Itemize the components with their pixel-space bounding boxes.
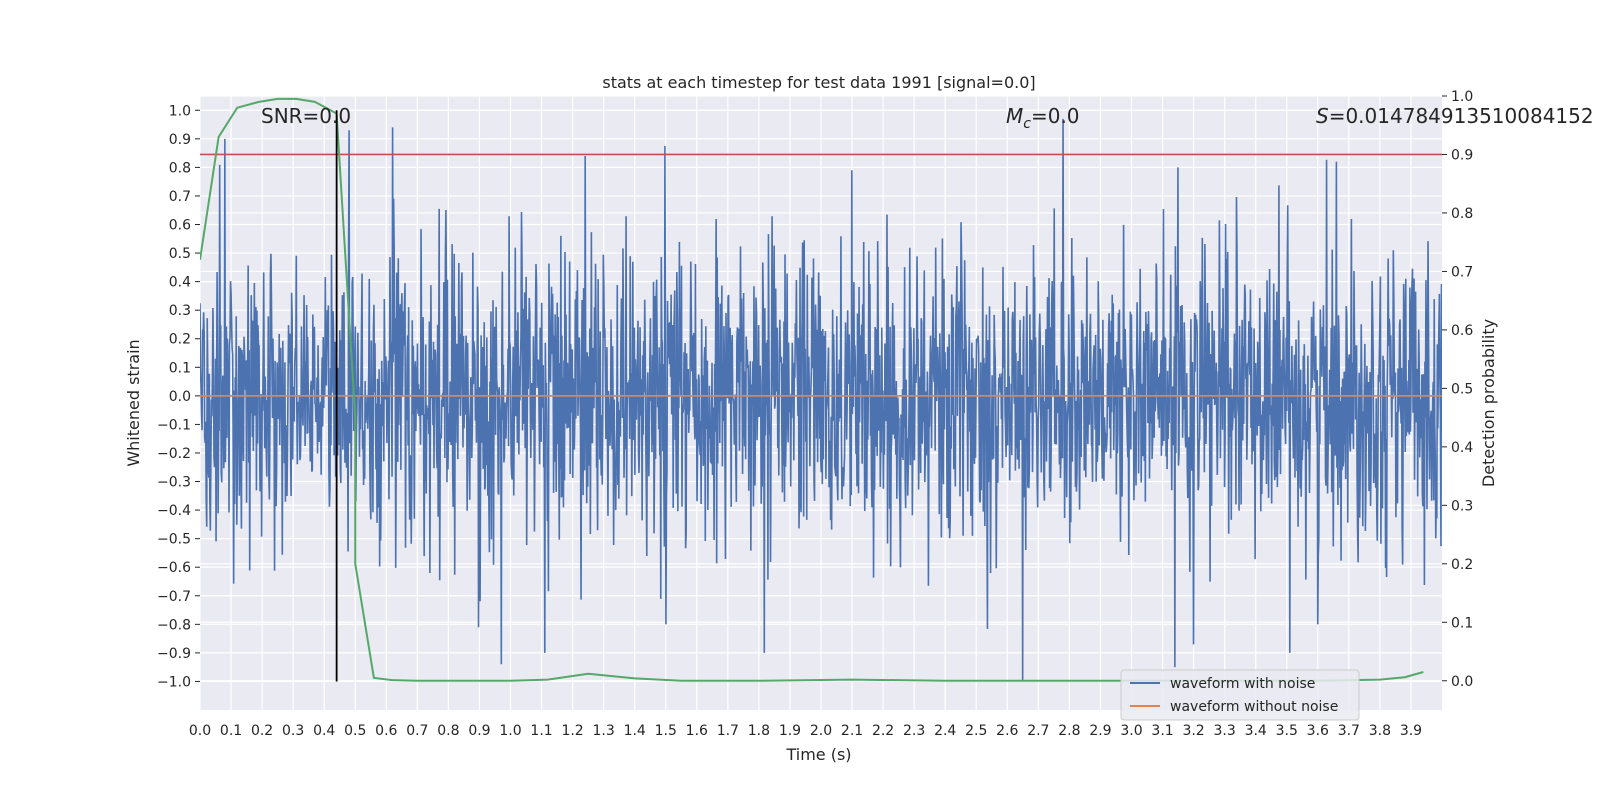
x-tick-label: 2.1 [841,723,863,739]
x-axis-ticks: 0.0 0.1 0.2 0.3 0.4 0.5 0.6 0.7 0.8 0.9 1.0 1.1 1.2 1… [189,723,1422,739]
y-tick-label: 0.9 [169,132,191,148]
y-tick-label: −0.7 [157,589,191,605]
y-tick-label: −0.8 [157,617,191,633]
x-tick-label: 1.3 [593,723,615,739]
x-tick-label: 1.4 [624,723,646,739]
y-tick-label: 0.1 [169,360,191,376]
x-tick-label: 0.4 [313,723,335,739]
x-tick-label: 0.9 [468,723,490,739]
y-tick-label: 0.4 [169,275,191,291]
x-tick-label: 2.6 [996,723,1018,739]
x-tick-label: 3.0 [1120,723,1142,739]
y2-tick-label: 0.2 [1451,557,1473,573]
annotation-mc: Mc=0.0 [1006,104,1080,132]
legend-label-waveform-with-noise: waveform with noise [1170,676,1315,692]
y2-tick-label: 0.8 [1451,206,1473,222]
y2-tick-label: 0.6 [1451,323,1473,339]
y-tick-label: 0.6 [169,218,191,234]
y-tick-label: 0.3 [169,303,191,319]
y-tick-label: −0.3 [157,475,191,491]
x-tick-label: 3.1 [1151,723,1173,739]
x-tick-label: 3.5 [1276,723,1298,739]
y-tick-label: −0.2 [157,446,191,462]
y-tick-label: −0.6 [157,560,191,576]
x-tick-label: 2.4 [934,723,956,739]
y-tick-label: −0.9 [157,646,191,662]
y-axis-ticks: 1.0 0.9 0.8 0.7 0.6 0.5 0.4 0.3 0.2 0.1 0.0 −0.1 −0.… [157,103,200,690]
y2-tick-label: 1.0 [1451,89,1473,105]
x-tick-label: 2.8 [1058,723,1080,739]
x-axis-label: Time (s) [785,745,851,764]
legend-label-waveform-without-noise: waveform without noise [1170,699,1338,715]
y-tick-label: 0.5 [169,246,191,262]
legend-box [1120,669,1360,721]
x-tick-label: 0.2 [251,723,273,739]
x-tick-label: 3.7 [1338,723,1360,739]
y-tick-label: 0.2 [169,332,191,348]
x-tick-label: 3.3 [1214,723,1236,739]
series-waveform-with-noise [200,118,1442,682]
y-tick-label: 0.0 [169,389,191,405]
x-tick-label: 1.2 [561,723,583,739]
y2-tick-label: 0.7 [1451,264,1473,280]
x-tick-label: 1.9 [779,723,801,739]
chart-title: stats at each timestep for test data 199… [602,73,1035,92]
x-tick-label: 3.9 [1400,723,1422,739]
x-tick-label: 2.5 [965,723,987,739]
y2-tick-label: 0.4 [1451,440,1473,456]
x-tick-label: 0.1 [220,723,242,739]
y2-axis-ticks: 1.0 0.9 0.8 0.7 0.6 0.5 0.4 0.3 0.2 0.1 0.0 [1442,89,1473,690]
x-tick-label: 3.2 [1182,723,1204,739]
x-tick-label: 2.2 [872,723,894,739]
x-tick-label: 2.7 [1027,723,1049,739]
x-tick-label: 0.7 [406,723,428,739]
y-tick-label: −0.4 [157,503,191,519]
x-tick-label: 3.6 [1307,723,1329,739]
y2-tick-label: 0.3 [1451,498,1473,514]
x-tick-label: 1.5 [655,723,677,739]
y-tick-label: −1.0 [157,674,191,690]
x-tick-label: 1.7 [717,723,739,739]
y2-tick-label: 0.1 [1451,615,1473,631]
x-tick-label: 1.0 [499,723,521,739]
x-tick-label: 0.5 [344,723,366,739]
x-tick-label: 1.1 [530,723,552,739]
x-tick-label: 1.6 [686,723,708,739]
y-tick-label: 1.0 [169,103,191,119]
x-tick-label: 3.4 [1245,723,1267,739]
y-tick-label: −0.1 [157,417,191,433]
x-tick-label: 0.3 [282,723,304,739]
x-tick-label: 0.6 [375,723,397,739]
y-tick-label: 0.7 [169,189,191,205]
y-tick-label: 0.8 [169,160,191,176]
y2-axis-label: Detection probability [1479,319,1498,487]
annotation-snr: SNR=0.0 [261,104,351,128]
x-tick-label: 2.0 [810,723,832,739]
x-tick-label: 3.8 [1369,723,1391,739]
legend: waveform with noise waveform without noi… [1120,669,1360,721]
x-tick-label: 2.3 [903,723,925,739]
y-axis-label: Whitened strain [124,339,143,466]
x-tick-label: 0.0 [189,723,211,739]
x-tick-label: 2.9 [1089,723,1111,739]
y-tick-label: −0.5 [157,532,191,548]
x-tick-label: 0.8 [437,723,459,739]
annotation-s: S=0.014784913510084152 [1316,104,1594,128]
y2-tick-label: 0.0 [1451,674,1473,690]
y2-tick-label: 0.9 [1451,147,1473,163]
y2-tick-label: 0.5 [1451,381,1473,397]
x-tick-label: 1.8 [748,723,770,739]
